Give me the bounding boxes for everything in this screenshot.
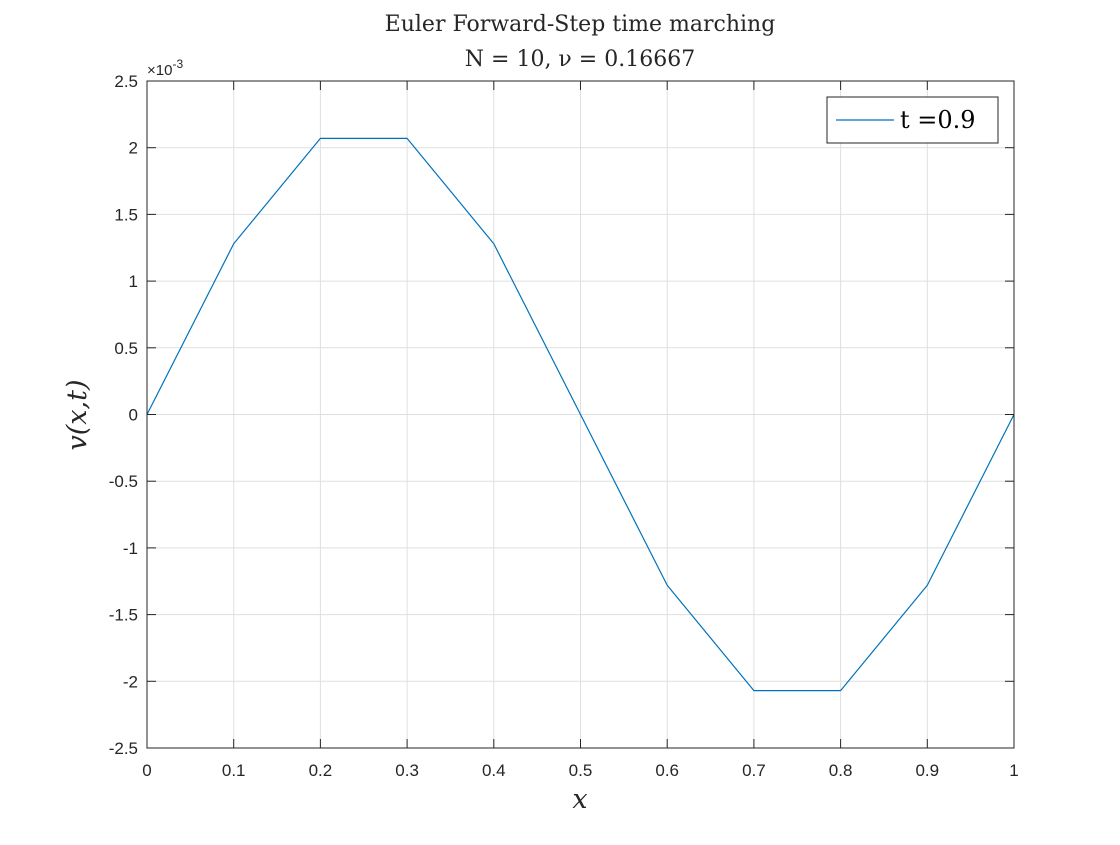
- x-tick-label: 0.6: [655, 761, 679, 780]
- x-tick-label: 1: [1009, 761, 1018, 780]
- x-axis-label: x: [572, 784, 587, 815]
- chart-subtitle: N = 10, ν = 0.16667: [465, 47, 695, 72]
- y-tick-label: 1.5: [114, 205, 138, 224]
- y-tick-label: 1: [129, 272, 138, 291]
- x-tick-label: 0.3: [395, 761, 419, 780]
- chart-title: Euler Forward-Step time marching: [385, 12, 776, 37]
- legend: t =0.9: [827, 97, 998, 143]
- y-tick-label: -0.5: [109, 472, 138, 491]
- y-tick-label: 0: [129, 406, 138, 425]
- y-tick-label: -1.5: [109, 606, 138, 625]
- y-tick-label: -2.5: [109, 739, 138, 758]
- y-tick-label: 2.5: [114, 72, 138, 91]
- y-tick-label: 2: [129, 139, 138, 158]
- x-tick-label: 0.5: [569, 761, 593, 780]
- y-axis-label: v(x,t): [62, 380, 93, 451]
- x-tick-label: 0: [142, 761, 151, 780]
- y-tick-label: -2: [123, 672, 138, 691]
- x-tick-label: 0.9: [915, 761, 939, 780]
- x-tick-label: 0.4: [482, 761, 506, 780]
- x-tick-label: 0.1: [222, 761, 246, 780]
- legend-label: t =0.9: [900, 106, 976, 134]
- plot-area: [147, 81, 1014, 748]
- y-multiplier-base: ×10: [147, 62, 172, 79]
- x-tick-label: 0.8: [829, 761, 853, 780]
- y-tick-label: -1: [123, 539, 138, 558]
- x-tick-label: 0.7: [742, 761, 766, 780]
- x-tick-label: 0.2: [309, 761, 333, 780]
- y-multiplier-exponent: -3: [172, 57, 183, 71]
- y-tick-label: 0.5: [114, 339, 138, 358]
